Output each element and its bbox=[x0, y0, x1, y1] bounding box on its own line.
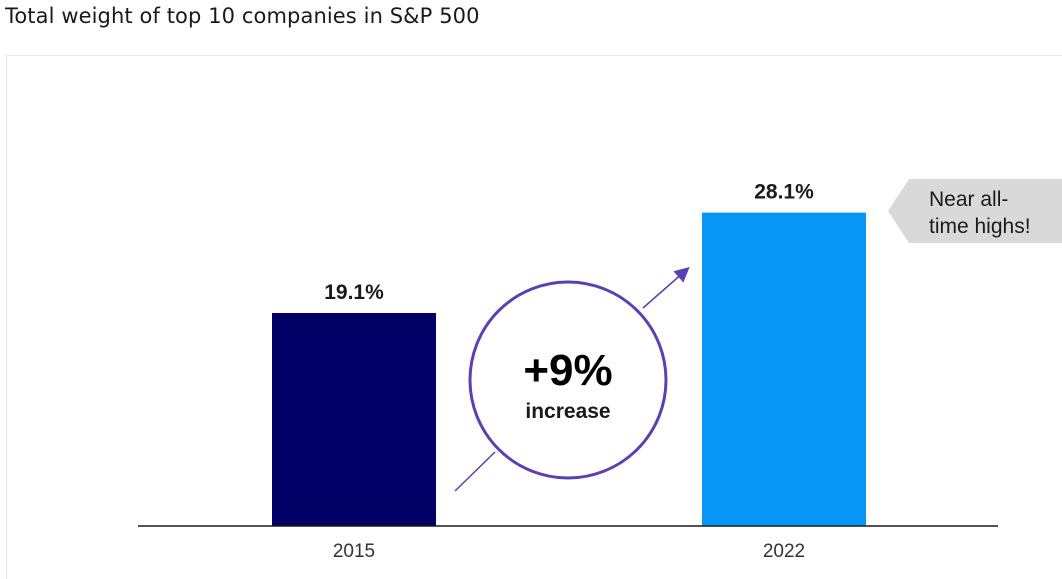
value-label-2015: 19.1% bbox=[324, 281, 384, 304]
increase-arrow-lower bbox=[454, 451, 496, 492]
change-annotation: +9% increase bbox=[454, 267, 690, 492]
increase-circle bbox=[468, 280, 668, 480]
tick-labels-group: 2015 2022 bbox=[333, 541, 805, 562]
callout-shape bbox=[888, 179, 1062, 243]
change-text-label: increase bbox=[525, 400, 610, 423]
change-value-label: +9% bbox=[523, 346, 612, 395]
page-title: Total weight of top 10 companies in S&P … bbox=[5, 4, 480, 28]
callout-line1: Near all- bbox=[929, 188, 1008, 211]
callout-line2: time highs! bbox=[929, 215, 1031, 238]
callout: Near all- time highs! bbox=[888, 179, 1062, 243]
increase-arrow-upper bbox=[642, 267, 690, 309]
value-labels-group: 19.1% 28.1% bbox=[324, 181, 814, 304]
bar-2015 bbox=[272, 313, 436, 526]
bars-group bbox=[272, 212, 866, 526]
tick-label-2015: 2015 bbox=[333, 541, 375, 562]
tick-label-2022: 2022 bbox=[763, 541, 805, 562]
bar-2022 bbox=[702, 212, 866, 526]
value-label-2022: 28.1% bbox=[754, 181, 814, 204]
